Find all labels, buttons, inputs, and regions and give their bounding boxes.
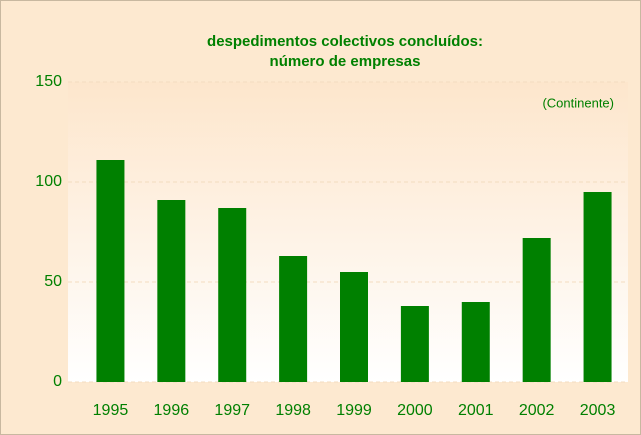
y-tick-label: 100 <box>35 173 62 190</box>
x-tick-label: 2002 <box>519 402 555 419</box>
bar <box>157 200 186 382</box>
annotation: (Continente) <box>542 95 614 110</box>
y-tick-label: 150 <box>35 73 62 90</box>
bar <box>522 238 551 382</box>
y-tick-label: 0 <box>53 373 62 390</box>
bar <box>340 272 368 382</box>
bar <box>583 192 612 382</box>
x-tick-label: 2001 <box>458 402 494 419</box>
x-tick-label: 1999 <box>336 402 372 419</box>
chart-title: número de empresas <box>270 53 421 70</box>
bar <box>218 208 247 382</box>
bar <box>400 306 429 382</box>
x-tick-label: 2003 <box>580 402 616 419</box>
x-tick-label: 1996 <box>154 402 190 419</box>
bar <box>279 256 308 382</box>
bar <box>96 160 125 382</box>
chart-title: despedimentos colectivos concluídos: <box>207 33 483 50</box>
bar <box>461 302 490 382</box>
x-tick-label: 1995 <box>93 402 129 419</box>
x-tick-label: 1997 <box>214 402 250 419</box>
y-tick-label: 50 <box>44 273 62 290</box>
x-tick-label: 2000 <box>397 402 433 419</box>
x-tick-label: 1998 <box>275 402 311 419</box>
